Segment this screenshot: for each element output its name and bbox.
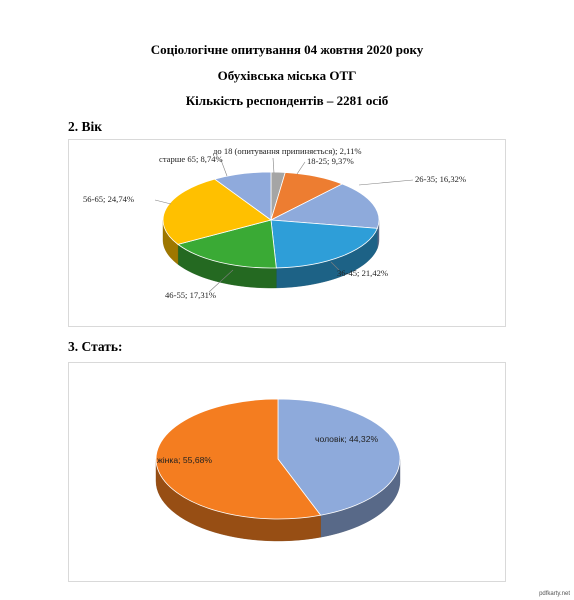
age-data-label: 36-45; 21,42%: [337, 268, 388, 278]
page-title: Соціологічне опитування 04 жовтня 2020 р…: [150, 42, 424, 57]
age-leader-line: [296, 161, 306, 175]
respondents-count: Кількість респондентів – 2281 осіб: [185, 93, 389, 108]
watermark: pdfkarty.net: [539, 591, 570, 597]
age-data-label: 18-25; 9,37%: [307, 156, 354, 166]
age-data-label: 26-35; 16,32%: [415, 174, 466, 184]
age-section-heading: 2. Вік: [68, 119, 103, 134]
gender-data-label: чоловік; 44,32%: [315, 434, 378, 444]
age-leader-line: [358, 179, 414, 186]
age-chart-frame: до 18 (опитування припиняється); 2,11% 18…: [68, 139, 506, 327]
gender-chart-frame: чоловік; 44,32% жінка; 55,68%: [68, 362, 506, 582]
age-leader-line: [272, 157, 275, 174]
gender-slice-жінка: [155, 398, 322, 520]
age-data-label: 56-65; 24,74%: [83, 194, 134, 204]
gender-section-heading: 3. Стать:: [68, 339, 123, 354]
age-slice-старше: [213, 171, 272, 221]
age-leader-line: [208, 269, 234, 293]
age-slice-26-35: [269, 183, 380, 229]
age-leader-line: [220, 159, 228, 177]
age-leader-line: [330, 261, 340, 271]
page-subtitle: Обухівська міська ОТГ: [217, 68, 357, 83]
gender-slice-чоловік: [277, 398, 401, 516]
age-data-label: до 18 (опитування припиняється); 2,11%: [213, 146, 362, 156]
gender-pie-chart: чоловік; 44,32% жінка; 55,68%: [155, 398, 401, 542]
age-slice-36-45: [270, 219, 378, 269]
age-slice-56-65: [162, 178, 272, 245]
age-pie-chart: до 18 (опитування припиняється); 2,11%18…: [83, 146, 466, 300]
age-leader-line: [154, 199, 172, 205]
age-data-label: старше 65; 8,74%: [159, 154, 223, 164]
gender-data-label: жінка; 55,68%: [157, 455, 212, 465]
age-slice-46-55: [177, 219, 277, 269]
age-data-label: 46-55; 17,31%: [165, 290, 216, 300]
